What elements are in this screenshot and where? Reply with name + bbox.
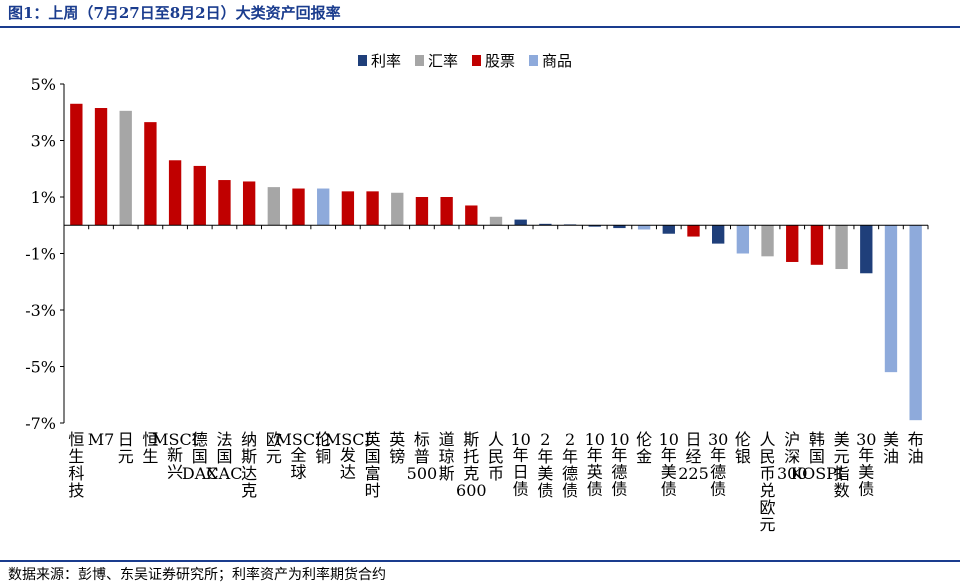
x-tick-label: 纳斯达克 [241,430,257,500]
bar [514,219,527,226]
bar [712,225,725,244]
legend-label-equity: 股票 [485,52,516,70]
bar [465,205,478,226]
x-tick-label: 人民币兑欧元 [760,430,776,534]
y-tick-label: 5% [31,75,56,94]
bar [391,192,404,226]
y-tick-label: 1% [31,188,56,207]
bar [687,225,700,237]
x-tick-label: 2 年德债 [562,430,578,500]
legend-swatch-equity [472,55,482,66]
bar [70,103,83,226]
source-note: 数据来源：彭博、东吴证券研究所；利率资产为利率期货合约 [8,567,386,583]
x-tick-label: 恒生 [142,430,158,466]
bar [637,225,651,230]
legend-swatch-rate [358,55,367,66]
x-tick-label: MSCI 新兴 [152,430,198,481]
legend-label-fx: 汇率 [428,52,459,70]
legend: 利率 汇率 股票 商品 [358,50,572,71]
legend-label-rate: 利率 [371,52,402,70]
bar [267,187,280,226]
x-tick-label: 恒生科技 [68,430,84,500]
x-tick-label: 日元 [118,430,134,466]
bar [613,225,626,229]
x-tick-label: 布油 [908,430,924,466]
x-tick-label: MSCI 全球 [276,430,322,481]
legend-item-equity: 股票 [472,50,515,71]
footer-rule [0,560,960,562]
x-tick-label: M7 [88,430,115,449]
x-tick-label: 英镑 [389,430,405,466]
bar [242,181,256,226]
title-rule [0,26,960,28]
bar [440,197,453,226]
x-tick-label: 10 年德债 [609,430,629,498]
bar [736,225,750,254]
bar [366,191,379,226]
bar [835,225,848,270]
x-tick-label: 韩国 KOSPI [791,430,844,483]
bar [786,225,799,262]
x-tick-label: 10 年英债 [585,430,605,498]
bar [415,197,429,226]
bar [588,225,601,227]
legend-item-rate: 利率 [358,50,401,71]
x-tick-label: 欧元 [266,430,282,466]
bar [317,188,330,226]
bar [662,225,675,234]
x-tick-label: 30 年德债 [708,430,728,498]
bar [909,225,922,421]
bar [193,165,206,226]
legend-item-commodity: 商品 [529,50,572,71]
x-tick-label: 伦金 [636,430,652,466]
legend-label-commodity: 商品 [542,52,573,70]
bar [341,191,355,226]
y-tick-label: 3% [31,132,56,151]
bar [119,110,132,226]
y-tick-label: -5% [25,358,56,377]
y-tick-label: -1% [25,245,56,264]
bar [218,180,231,226]
x-tick-label: 标普 500 [407,430,438,483]
bar [761,225,774,257]
bar [884,225,898,373]
bar [94,108,108,226]
x-tick-label: 30 年美债 [856,430,876,498]
chart-title: 图1：上周（7月27日至8月2日）大类资产回报率 [8,4,341,22]
bar [144,122,157,226]
x-tick-label: 斯托克 600 [456,430,487,500]
bar [489,216,503,226]
x-tick-label: 道琼斯 [439,430,455,483]
x-tick-label: 德国 DAX [182,430,218,483]
x-tick-label: 2 年美债 [537,430,553,500]
x-tick-label: 美元指数 [834,430,850,500]
x-tick-label: MSCI 发达 [325,430,371,481]
bar [810,225,824,265]
bar [292,188,305,226]
x-tick-label: 10 年美债 [659,430,679,498]
x-tick-label: 伦银 [735,430,751,466]
x-tick-label: 伦铜 [315,430,331,466]
x-tick-label: 日经 225 [678,430,709,483]
x-tick-label: 法国 CAC [206,430,242,483]
x-tick-label: 人民币 [488,430,504,483]
x-tick-label: 10 年日债 [511,430,531,498]
y-tick-label: -7% [25,414,56,433]
y-tick-label: -3% [25,301,56,320]
bar [168,160,182,226]
bar [860,225,873,274]
bar [539,223,552,226]
legend-item-fx: 汇率 [415,50,458,71]
x-tick-label: 美油 [883,430,899,466]
legend-swatch-fx [415,55,425,66]
legend-swatch-commodity [529,55,539,66]
x-tick-label: 沪深 300 [777,430,808,483]
x-tick-label: 英国富时 [365,430,381,500]
